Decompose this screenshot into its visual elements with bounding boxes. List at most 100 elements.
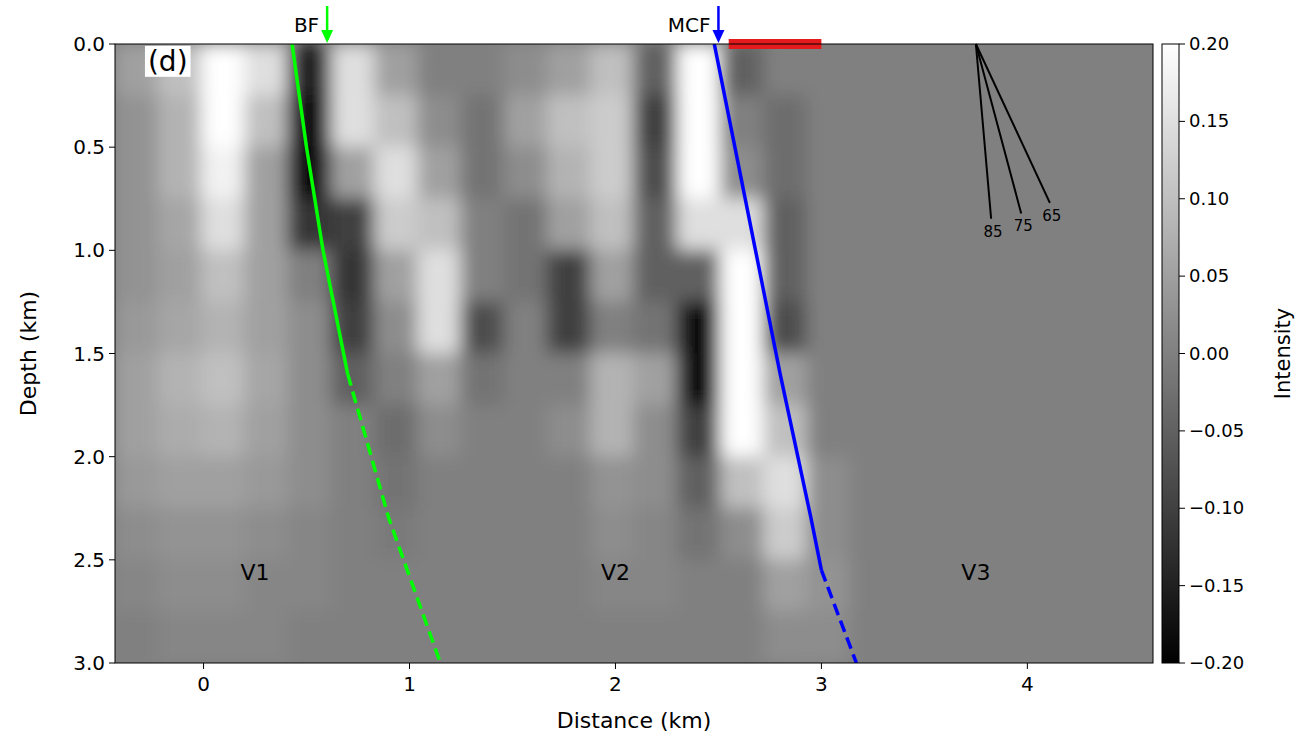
heatmap-cell [417, 405, 461, 458]
heatmap-cell [720, 456, 764, 509]
heatmap-cell [288, 198, 332, 251]
colorbar-tick-label: 0.20 [1189, 33, 1229, 54]
heatmap-cell [547, 250, 591, 303]
heatmap-cell [850, 147, 894, 200]
heatmap-cell [807, 611, 851, 663]
heatmap-cell [1109, 95, 1153, 148]
heatmap-cell [288, 559, 332, 612]
heatmap-cell [677, 198, 721, 251]
heatmap-cell [807, 95, 851, 148]
heatmap-cell [1066, 559, 1110, 612]
heatmap-cell [115, 198, 159, 251]
y-tick-label: 1.0 [73, 238, 105, 262]
heatmap-cell [374, 353, 418, 406]
heatmap-cell [417, 301, 461, 354]
heatmap-cell [547, 198, 591, 251]
heatmap-cell [807, 44, 851, 96]
x-tick [615, 663, 616, 669]
heatmap-cell [1023, 353, 1067, 406]
heatmap-cell [201, 44, 245, 96]
heatmap-cell [1109, 508, 1153, 561]
heatmap-cell [504, 611, 548, 663]
heatmap-cell [244, 147, 288, 200]
heatmap-cell [720, 508, 764, 561]
heatmap-cell [115, 95, 159, 148]
heatmap-cell [158, 301, 202, 354]
heatmap-cell [1109, 559, 1153, 612]
heatmap-cell [1066, 456, 1110, 509]
heatmap-cell [763, 198, 807, 251]
heatmap-cell [590, 559, 634, 612]
heatmap-cell [244, 353, 288, 406]
colorbar-tick [1179, 44, 1185, 45]
x-axis-title: Distance (km) [557, 708, 712, 733]
fault-line [821, 570, 856, 663]
heatmap-cell [590, 44, 634, 96]
heatmap-cell [461, 611, 505, 663]
x-tick-label: 1 [403, 672, 416, 696]
y-tick [109, 147, 115, 148]
heatmap-cell [331, 44, 375, 96]
heatmap-cell [893, 147, 937, 200]
heatmap-cell [288, 301, 332, 354]
heatmap-cell [1109, 147, 1153, 200]
heatmap-cell [201, 198, 245, 251]
heatmap-cell [807, 198, 851, 251]
heatmap-cell [547, 147, 591, 200]
chart: 012340.00.51.01.52.02.53.0Distance (km)D… [0, 0, 1312, 743]
heatmap-cell [158, 353, 202, 406]
heatmap-cell [936, 198, 980, 251]
heatmap-cell [461, 405, 505, 458]
heatmap-cell [893, 95, 937, 148]
heatmap-cell [936, 353, 980, 406]
dip-label: 65 [1042, 207, 1061, 225]
heatmap-cell [374, 611, 418, 663]
colorbar-tick [1179, 198, 1185, 199]
colorbar-tick [1179, 508, 1185, 509]
heatmap-cell [417, 250, 461, 303]
plot-frame [115, 44, 1153, 663]
heatmap-cell [763, 405, 807, 458]
heatmap-cell [634, 250, 678, 303]
heatmap-cell [634, 198, 678, 251]
heatmap-cell [374, 44, 418, 96]
heatmap-cell [288, 405, 332, 458]
heatmap-cell [331, 559, 375, 612]
heatmap-cell [980, 611, 1024, 663]
heatmap-cell [807, 405, 851, 458]
heatmap-cell [461, 353, 505, 406]
heatmap-cell [461, 147, 505, 200]
heatmap-cell [936, 44, 980, 96]
x-tick [203, 663, 204, 669]
heatmap-cell [1109, 250, 1153, 303]
heatmap-cell [720, 198, 764, 251]
y-tick [109, 456, 115, 457]
x-tick-label: 2 [609, 672, 622, 696]
heatmap-cell [461, 301, 505, 354]
colorbar [1162, 44, 1179, 663]
heatmap-cell [720, 44, 764, 96]
heatmap-cell [288, 95, 332, 148]
heatmap-cell [158, 508, 202, 561]
heatmap-cell [331, 95, 375, 148]
heatmap-cell [850, 559, 894, 612]
heatmap-cell [547, 44, 591, 96]
heatmap-cell [115, 250, 159, 303]
fault-line [292, 44, 348, 374]
x-tick-label: 4 [1021, 672, 1034, 696]
heatmap-cell [677, 456, 721, 509]
heatmap-cell [288, 611, 332, 663]
x-tick [409, 663, 410, 669]
heatmap-cell [936, 611, 980, 663]
heatmap-cell [417, 44, 461, 96]
x-tick [821, 663, 822, 669]
heatmap-cell [1023, 250, 1067, 303]
heatmap-cell [115, 508, 159, 561]
panel-label-background [145, 46, 191, 77]
y-tick [109, 353, 115, 354]
heatmap-cell [763, 147, 807, 200]
colorbar-tick-label: −0.15 [1189, 575, 1244, 596]
heatmap-cell [461, 198, 505, 251]
heatmap-cell [850, 44, 894, 96]
heatmap-cell [634, 95, 678, 148]
